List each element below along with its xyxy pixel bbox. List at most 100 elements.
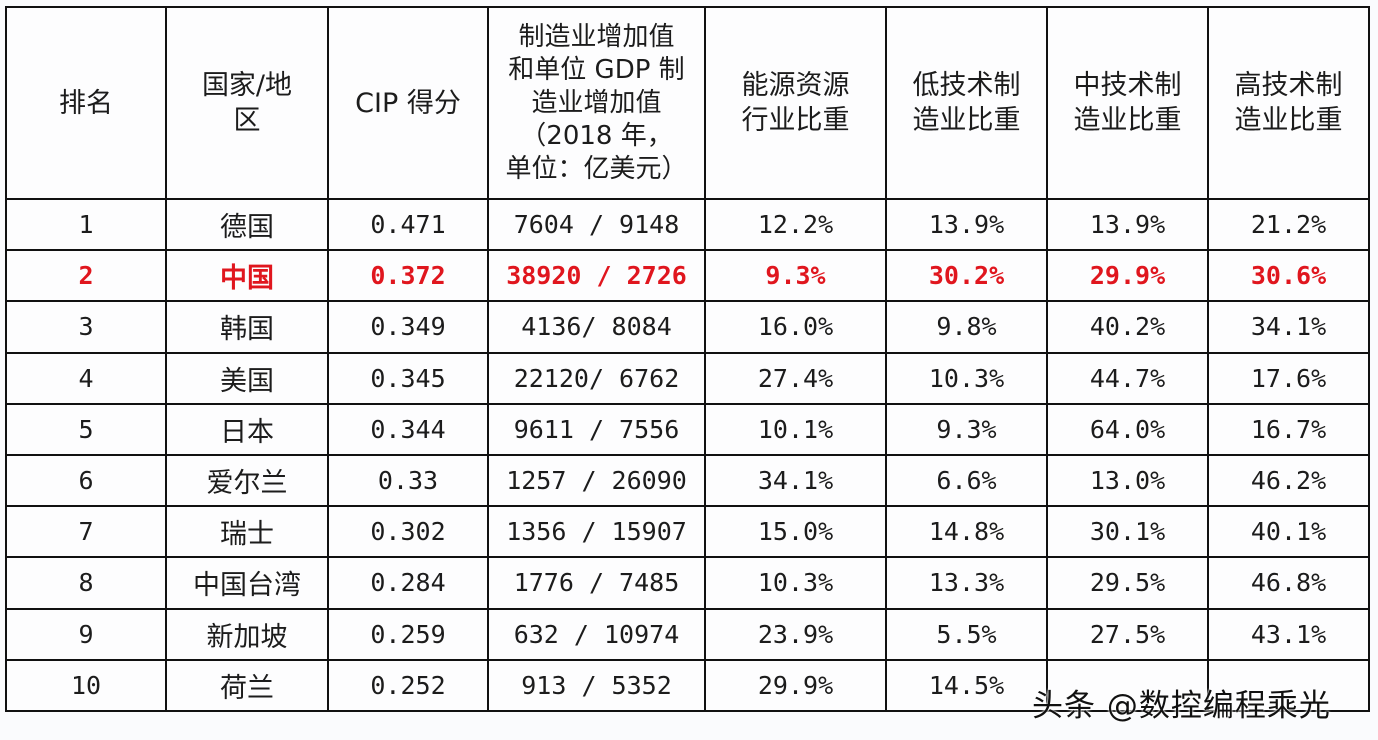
energy-share-cell: 27.4% (704, 351, 887, 405)
rank-cell: 7 (5, 505, 167, 559)
header-line: 造业比重 (912, 105, 1021, 136)
high-tech-share-cell: 46.8% (1207, 556, 1370, 610)
cip-score-cell: 0.372 (327, 249, 489, 303)
cip-ranking-table: 排名 国家/地区 CIP 得分 制造业增加值 和单位 GDP 制造业增加值 （2018 年… (5, 6, 1370, 712)
energy-share-cell: 16.0% (704, 300, 887, 354)
cip-score-cell: 0.284 (327, 556, 489, 610)
mid-tech-share-cell: 29.5% (1046, 556, 1209, 610)
mid-tech-share-cell (1046, 658, 1209, 712)
mid-tech-share-cell: 44.7% (1046, 351, 1209, 405)
header-line: CIP 得分 (355, 87, 461, 119)
energy-share-cell: 12.2% (704, 197, 887, 252)
mid-tech-share-cell: 27.5% (1046, 607, 1209, 661)
energy-share-cell: 34.1% (704, 453, 887, 508)
mva-cell: 1257 / 26090 (487, 453, 706, 508)
country-cell: 德国 (165, 197, 329, 252)
mva-cell: 9611 / 7556 (487, 402, 706, 456)
country-cell: 美国 (165, 351, 329, 405)
header-country: 国家/地区 (165, 6, 329, 200)
header-line: 造业增加值 (531, 87, 662, 118)
table-row: 10 荷兰 0.252 913 / 5352 29.9% 14.5% (5, 658, 1370, 712)
cip-score-cell: 0.259 (327, 607, 489, 661)
high-tech-share-cell (1207, 658, 1370, 712)
mva-cell: 22120/ 6762 (487, 351, 706, 405)
country-cell: 荷兰 (165, 658, 329, 712)
table-row: 6 爱尔兰 0.33 1257 / 26090 34.1% 6.6% 13.0% 46.2% (5, 453, 1370, 508)
mid-tech-share-cell: 13.0% (1046, 453, 1209, 508)
high-tech-share-cell: 43.1% (1207, 607, 1370, 661)
header-row: 排名 国家/地区 CIP 得分 制造业增加值 和单位 GDP 制造业增加值 （2018 年… (5, 6, 1370, 200)
cip-score-cell: 0.349 (327, 300, 489, 354)
low-tech-share-cell: 13.3% (885, 556, 1048, 610)
mid-tech-share-cell: 30.1% (1046, 505, 1209, 559)
country-cell: 中国 (165, 249, 329, 303)
table-row: 9 新加坡 0.259 632 / 10974 23.9% 5.5% 27.5% 43.1% (5, 607, 1370, 661)
mva-cell: 1776 / 7485 (487, 556, 706, 610)
low-tech-share-cell: 6.6% (885, 453, 1048, 508)
country-cell: 瑞士 (165, 505, 329, 559)
high-tech-share-cell: 34.1% (1207, 300, 1370, 354)
mid-tech-share-cell: 29.9% (1046, 249, 1209, 303)
header-line: 高技术制 (1234, 70, 1343, 101)
table-row: 1 德国 0.471 7604 / 9148 12.2% 13.9% 13.9% 21.2% (5, 197, 1370, 252)
low-tech-share-cell: 10.3% (885, 351, 1048, 405)
rank-cell: 2 (5, 249, 167, 303)
header-rank: 排名 (5, 6, 167, 200)
rank-cell: 1 (5, 197, 167, 252)
header-line: 能源资源 (741, 70, 850, 101)
country-cell: 爱尔兰 (165, 453, 329, 508)
high-tech-share-cell: 17.6% (1207, 351, 1370, 405)
header-line: 排名 (59, 87, 113, 119)
rank-cell: 5 (5, 402, 167, 456)
rank-cell: 9 (5, 607, 167, 661)
mva-cell: 4136/ 8084 (487, 300, 706, 354)
table-row: 4 美国 0.345 22120/ 6762 27.4% 10.3% 44.7% 17.6% (5, 351, 1370, 405)
header-line: 国家/地 (201, 70, 293, 101)
high-tech-share-cell: 40.1% (1207, 505, 1370, 559)
mva-cell: 7604 / 9148 (487, 197, 706, 252)
header-high-tech-share: 高技术制 造业比重 (1207, 6, 1370, 200)
table-body: 1 德国 0.471 7604 / 9148 12.2% 13.9% 13.9% 21.2% 2… (5, 197, 1370, 712)
cip-score-cell: 0.252 (327, 658, 489, 712)
rank-cell: 10 (5, 658, 167, 712)
low-tech-share-cell: 14.5% (885, 658, 1048, 712)
rank-cell: 3 (5, 300, 167, 354)
header-line: 行业比重 (741, 105, 850, 136)
rank-cell: 8 (5, 556, 167, 610)
header-line: 低技术制 (912, 70, 1021, 101)
header-energy-share: 能源资源 行业比重 (704, 6, 887, 200)
mva-cell: 1356 / 15907 (487, 505, 706, 559)
energy-share-cell: 10.1% (704, 402, 887, 456)
mid-tech-share-cell: 13.9% (1046, 197, 1209, 252)
header-cip-score: CIP 得分 (327, 6, 489, 200)
low-tech-share-cell: 9.3% (885, 402, 1048, 456)
header-line: （2018 年， (520, 120, 673, 151)
header-line: 中技术制 (1073, 70, 1182, 101)
header-line: 制造业增加值 (518, 21, 675, 52)
high-tech-share-cell: 46.2% (1207, 453, 1370, 508)
energy-share-cell: 23.9% (704, 607, 887, 661)
table-row: 2 中国 0.372 38920 / 2726 9.3% 30.2% 29.9% 30.6% (5, 249, 1370, 303)
ranking-table-container: 排名 国家/地区 CIP 得分 制造业增加值 和单位 GDP 制造业增加值 （2018 年… (5, 6, 1370, 712)
mva-cell: 632 / 10974 (487, 607, 706, 661)
country-cell: 中国台湾 (165, 556, 329, 610)
header-line: 造业比重 (1073, 105, 1182, 136)
table-row: 5 日本 0.344 9611 / 7556 10.1% 9.3% 64.0% 16.7% (5, 402, 1370, 456)
header-low-tech-share: 低技术制 造业比重 (885, 6, 1048, 200)
header-line: 和单位 GDP 制 (508, 54, 685, 85)
mid-tech-share-cell: 64.0% (1046, 402, 1209, 456)
table-row: 3 韩国 0.349 4136/ 8084 16.0% 9.8% 40.2% 34.1% (5, 300, 1370, 354)
header-line: 单位：亿美元） (505, 153, 688, 184)
country-cell: 韩国 (165, 300, 329, 354)
energy-share-cell: 9.3% (704, 249, 887, 303)
low-tech-share-cell: 9.8% (885, 300, 1048, 354)
country-cell: 新加坡 (165, 607, 329, 661)
country-cell: 日本 (165, 402, 329, 456)
energy-share-cell: 29.9% (704, 658, 887, 712)
rank-cell: 4 (5, 351, 167, 405)
low-tech-share-cell: 30.2% (885, 249, 1048, 303)
cip-score-cell: 0.471 (327, 197, 489, 252)
low-tech-share-cell: 14.8% (885, 505, 1048, 559)
cip-score-cell: 0.344 (327, 402, 489, 456)
cip-score-cell: 0.33 (327, 453, 489, 508)
